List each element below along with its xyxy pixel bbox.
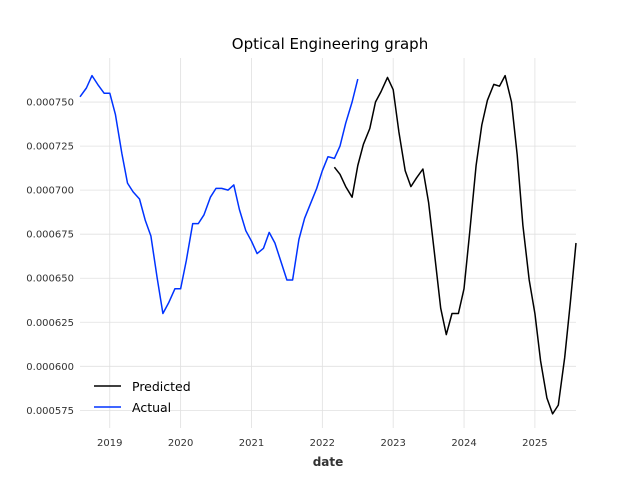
y-tick-label: 0.000675 (26, 230, 74, 241)
series-line-actual (79, 74, 359, 315)
y-tick-label: 0.000575 (26, 406, 74, 417)
x-axis-label: date (313, 455, 344, 469)
x-tick-label: 2024 (451, 438, 476, 449)
series-line-predicted (333, 74, 577, 415)
y-tick-label: 0.000650 (26, 274, 74, 285)
y-tick-label: 0.000725 (26, 142, 74, 153)
x-tick-label: 2025 (522, 438, 547, 449)
y-tick-label: 0.000625 (26, 318, 74, 329)
y-axis-ticks: 0.000575 0.000600 0.000625 0.000650 0.000675… (26, 98, 74, 417)
x-tick-label: 2022 (310, 438, 335, 449)
x-tick-label: 2023 (380, 438, 405, 449)
x-tick-label: 2021 (239, 438, 264, 449)
x-tick-label: 2020 (168, 438, 193, 449)
x-tick-label: 2019 (97, 438, 122, 449)
legend-label-actual: Actual (132, 400, 171, 415)
legend: Predicted Actual (94, 379, 191, 415)
y-tick-label: 0.000750 (26, 98, 74, 109)
grid (80, 58, 576, 428)
legend-label-predicted: Predicted (132, 379, 191, 394)
x-axis-ticks: 2019 2020 2021 2022 2023 2024 2025 (97, 438, 548, 449)
y-tick-label: 0.000700 (26, 186, 74, 197)
chart-title: Optical Engineering graph (232, 35, 428, 53)
series-lines (79, 74, 577, 415)
y-tick-label: 0.000600 (26, 362, 74, 373)
